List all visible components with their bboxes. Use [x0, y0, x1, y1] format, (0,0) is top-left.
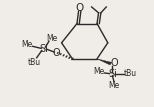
Text: O: O [110, 58, 118, 68]
Text: tBu: tBu [27, 58, 41, 67]
Text: Me: Me [94, 67, 105, 76]
Text: Me: Me [108, 81, 120, 90]
Text: Me: Me [21, 40, 33, 49]
Text: O: O [52, 48, 60, 58]
Text: Si: Si [108, 69, 117, 79]
Text: tBu: tBu [124, 69, 137, 78]
Text: Me: Me [46, 34, 58, 43]
Text: O: O [75, 3, 83, 13]
Text: Si: Si [39, 44, 48, 54]
Polygon shape [97, 59, 112, 65]
